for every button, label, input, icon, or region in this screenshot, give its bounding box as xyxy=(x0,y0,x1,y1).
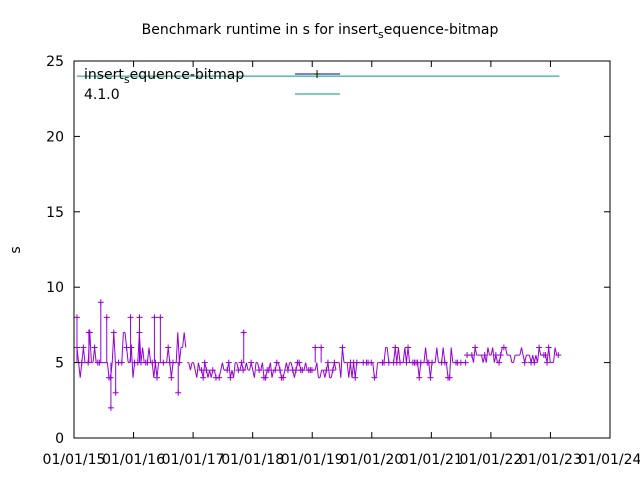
svg-text:Benchmark runtime in s for ins: Benchmark runtime in s for insertsequenc… xyxy=(142,22,499,41)
series-1-point xyxy=(73,314,80,321)
series-1-line xyxy=(187,362,337,379)
chart-title: Benchmark runtime in s for insertsequenc… xyxy=(142,22,499,41)
chart-title-sub: s xyxy=(378,28,384,41)
x-tick-label: 01/01/18 xyxy=(221,452,284,468)
series-1-point xyxy=(312,344,319,351)
y-tick-label: 5 xyxy=(55,356,64,372)
series-1-point xyxy=(107,404,114,411)
axis-ticks: 051015202501/01/1501/01/1601/01/1701/01/… xyxy=(43,54,640,468)
series-1-point xyxy=(112,389,119,396)
y-tick-label: 10 xyxy=(46,280,64,296)
legend-series-1-label: insertsequence-bitmap xyxy=(84,67,244,86)
series-1-point xyxy=(175,389,182,396)
y-tick-label: 15 xyxy=(46,205,64,221)
series-1-line xyxy=(336,347,466,379)
chart-title-main: Benchmark runtime in s for insert xyxy=(142,22,379,38)
y-axis-label: s xyxy=(8,246,24,253)
series-1-line xyxy=(467,347,559,364)
series-1-point xyxy=(151,314,158,321)
y-tick-label: 25 xyxy=(46,54,64,70)
y-tick-label: 0 xyxy=(55,431,64,447)
legend: insertsequence-bitmap + 4.1.0 xyxy=(84,67,340,103)
series-1-point xyxy=(85,329,92,336)
series-1-point xyxy=(127,314,134,321)
series-1-point xyxy=(240,329,247,336)
legend-series-1-marker: + xyxy=(312,67,322,81)
series-1-point xyxy=(97,299,104,306)
x-tick-label: 01/01/19 xyxy=(281,452,344,468)
plot-frame xyxy=(73,60,611,439)
x-tick-label: 01/01/15 xyxy=(43,452,106,468)
legend-series-2-label: 4.1.0 xyxy=(84,87,120,103)
series-1-point xyxy=(103,314,110,321)
plot-data xyxy=(73,75,562,411)
x-tick-label: 01/01/17 xyxy=(162,452,225,468)
x-tick-label: 01/01/21 xyxy=(400,452,463,468)
x-tick-label: 01/01/23 xyxy=(519,452,582,468)
x-tick-label: 01/01/20 xyxy=(340,452,403,468)
series-1-point xyxy=(136,314,143,321)
x-tick-label: 01/01/16 xyxy=(102,452,165,468)
x-tick-label: 01/01/22 xyxy=(459,452,522,468)
series-1-point xyxy=(318,344,325,351)
x-tick-label: 01/01/24 xyxy=(579,452,640,468)
series-1-point xyxy=(157,314,164,321)
chart-title-tail: equence-bitmap xyxy=(384,22,499,38)
series-1-line xyxy=(76,331,187,379)
y-tick-label: 20 xyxy=(46,129,64,145)
